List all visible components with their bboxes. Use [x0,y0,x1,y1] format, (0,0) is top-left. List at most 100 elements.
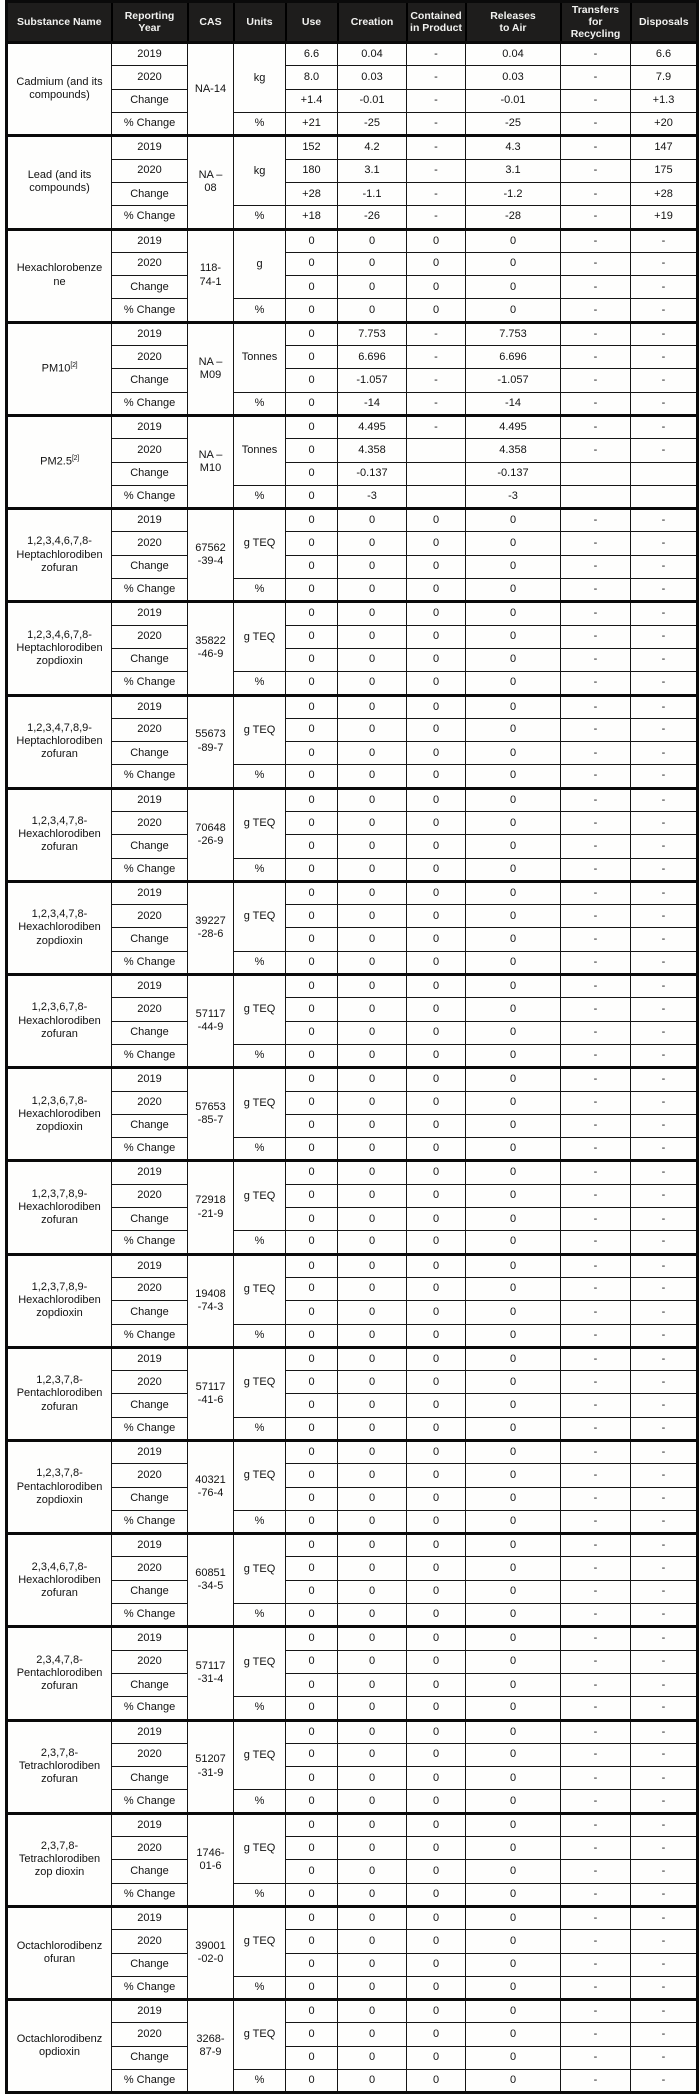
value-cell: 0 [337,1766,407,1791]
value-cell: 0 [406,251,466,277]
units-percent-cell: % [233,391,286,416]
value-cell: 0 [465,1696,561,1721]
value-cell: - [630,1579,698,1605]
table-row: 2020 0 0 0 0- - [7,624,698,649]
units-percent-cell: % [233,857,286,882]
value-cell: +19 [630,205,698,230]
reporting-year-cell: 2020 [111,1742,188,1768]
value-cell: 0 [337,1416,407,1442]
value-cell: - [560,600,631,626]
value-cell: 8.0 [285,65,338,90]
value-cell: - [560,671,631,696]
value-cell: 0 [337,1789,407,1814]
table-row: % Change% +18 -26- -28- +19 [7,205,698,230]
table-row: Change 0 0 0 0- - [7,1393,698,1418]
value-cell: 0 [285,251,338,277]
value-cell: - [406,413,466,440]
value-cell: - [630,624,698,649]
value-cell: - [560,879,631,906]
value-cell: - [560,1789,631,1814]
reporting-year-cell: % Change [111,764,188,789]
value-cell: 4.495 [465,413,561,440]
value-cell: 0 [406,1159,466,1185]
table-row: % Change% 0 0 0 0- - [7,950,698,976]
value-cell: - [630,1998,698,2024]
cas-number-cell: 67562 -39-4 [187,507,234,603]
value-cell: 0 [406,1113,466,1139]
units-cell: g TEQ [233,1532,286,1605]
value-cell: +1.3 [630,88,698,114]
reporting-year-cell: % Change [111,1323,188,1348]
value-cell: - [560,717,631,743]
value-cell: 0 [406,1766,466,1791]
value-cell: - [560,1603,631,1628]
table-row: 1,2,3,7,8,9- Hexachlorodiben zofuran 2019… [6,1159,698,1255]
value-cell: 0 [337,507,407,533]
value-cell: 0 [285,227,338,253]
table-row: Change 0 0 0 0- - [7,1672,698,1698]
value-cell: 0 [337,1393,407,1418]
units-cell: Tonnes [233,413,286,486]
value-cell: 0 [285,461,338,486]
table-row: 2020 180 3.1-3.1-175 [7,158,698,183]
value-cell: +20 [630,112,698,137]
column-header-disposals: Disposals [629,0,699,44]
value-cell: 0 [285,1672,338,1698]
value-cell: 0 [337,1230,407,1255]
reporting-year-cell: 2019 [111,41,188,67]
value-cell: - [560,205,631,230]
value-cell: 0.04 [337,41,407,67]
value-cell: 0 [406,786,466,812]
value-cell: 3.1 [337,158,407,183]
value-cell: - [406,320,466,347]
table-row: Change 0 0 0 0- - [7,554,698,580]
value-cell: 0 [337,904,407,929]
value-cell: 0 [337,624,407,649]
value-cell: 0 [465,1252,561,1278]
value-cell: 7.753 [337,320,407,347]
value-cell: 0 [406,1230,466,1255]
value-cell: 0 [285,1859,338,1884]
value-cell: 0 [465,1811,561,1838]
value-cell: +28 [285,181,338,207]
units-cell: kg [233,41,286,114]
reporting-year-cell: % Change [111,1509,188,1535]
value-cell: 0 [285,1789,338,1814]
reporting-year-cell: 2019 [111,1904,188,1931]
value-cell: 0 [285,1159,338,1185]
value-cell: 0 [406,1066,466,1092]
value-cell [560,461,631,486]
value-cell: - [560,1742,631,1768]
value-cell: 0 [406,1556,466,1581]
value-cell: - [630,1649,698,1674]
value-cell: - [560,1904,631,1931]
reporting-year-cell: Change [111,1766,188,1791]
reporting-year-cell: 2020 [111,1836,188,1861]
value-cell: 0 [337,671,407,696]
value-cell: - [560,857,631,882]
table-row: Change 0 0 0 0- - [7,1952,698,1977]
value-cell: 0 [406,1020,466,1045]
cas-number-cell: 57653 -85-7 [187,1066,234,1162]
units-cell: Tonnes [233,320,286,393]
value-cell: 0 [337,227,407,253]
value-cell: 0 [465,1882,561,1907]
table-row: % Change% +21 -25- -25- +20 [7,112,698,137]
value-cell: 0 [337,1532,407,1558]
value-cell [406,438,466,463]
value-cell: - [560,1438,631,1465]
value-cell: - [560,41,631,67]
value-cell: 0 [465,1323,561,1348]
reporting-year-cell: 2020 [111,904,188,929]
value-cell: - [630,1975,698,2001]
value-cell: +1.4 [285,88,338,114]
reporting-year-cell: 2019 [111,1345,188,1372]
value-cell: 0 [465,298,561,323]
substance-name-cell: 1,2,3,7,8- Pentachlorodiben zopdioxin [6,1438,112,1535]
value-cell: 0 [285,1836,338,1861]
value-cell: - [560,1345,631,1372]
substance-name-cell: 1,2,3,4,6,7,8- Heptachlorodiben zofuran [6,507,112,603]
value-cell: - [630,950,698,976]
value-cell: 0 [285,275,338,300]
value-cell: - [560,181,631,207]
